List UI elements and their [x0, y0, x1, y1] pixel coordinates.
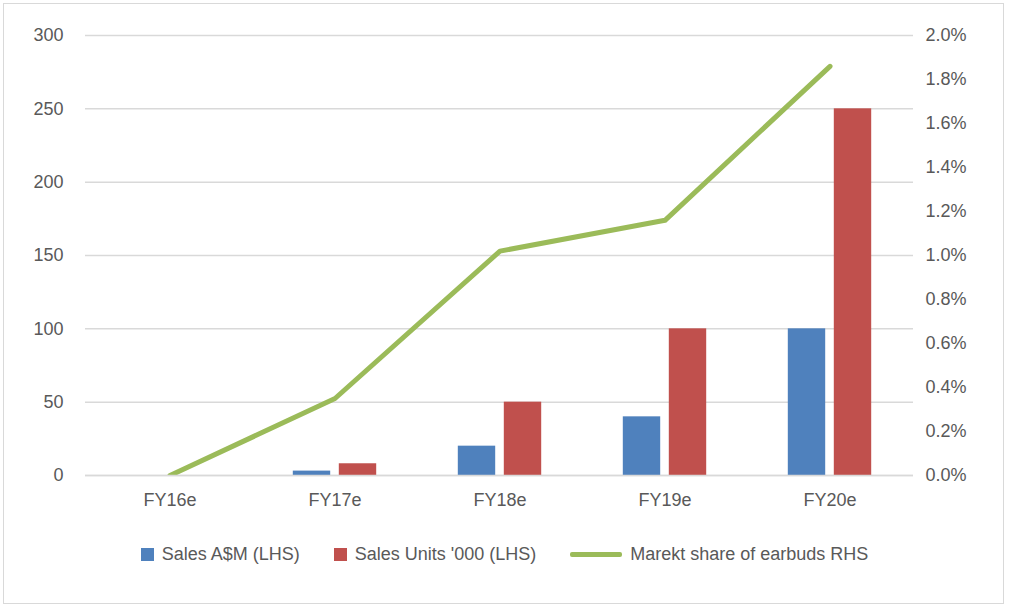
svg-text:0.8%: 0.8%	[926, 289, 967, 309]
svg-text:FY19e: FY19e	[638, 490, 691, 510]
svg-text:FY18e: FY18e	[473, 490, 526, 510]
svg-text:0: 0	[53, 465, 63, 485]
svg-text:FY16e: FY16e	[143, 490, 196, 510]
svg-text:0.4%: 0.4%	[926, 377, 967, 397]
svg-text:1.6%: 1.6%	[926, 113, 967, 133]
svg-text:2.0%: 2.0%	[926, 25, 967, 45]
svg-text:0.2%: 0.2%	[926, 421, 967, 441]
svg-text:1.4%: 1.4%	[926, 157, 967, 177]
svg-text:100: 100	[33, 319, 63, 339]
svg-text:250: 250	[33, 99, 63, 119]
svg-text:1.8%: 1.8%	[926, 69, 967, 89]
html-text:Sales A$M (LHS): Sales A$M (LHS)	[161, 544, 300, 564]
svg-text:1.0%: 1.0%	[926, 245, 967, 265]
svg-text:FY20e: FY20e	[803, 490, 856, 510]
html-text:Sales Units '000 (LHS): Sales Units '000 (LHS)	[354, 544, 537, 564]
svg-text:50: 50	[43, 392, 63, 412]
svg-text:150: 150	[33, 245, 63, 265]
svg-text:FY17e: FY17e	[308, 490, 361, 510]
html-text:Marekt share of earbuds RHS: Marekt share of earbuds RHS	[630, 544, 869, 564]
svg-text:0.0%: 0.0%	[926, 465, 967, 485]
svg-text:1.2%: 1.2%	[926, 201, 967, 221]
svg-text:0.6%: 0.6%	[926, 333, 967, 353]
svg-text:300: 300	[33, 25, 63, 45]
svg-text:200: 200	[33, 172, 63, 192]
